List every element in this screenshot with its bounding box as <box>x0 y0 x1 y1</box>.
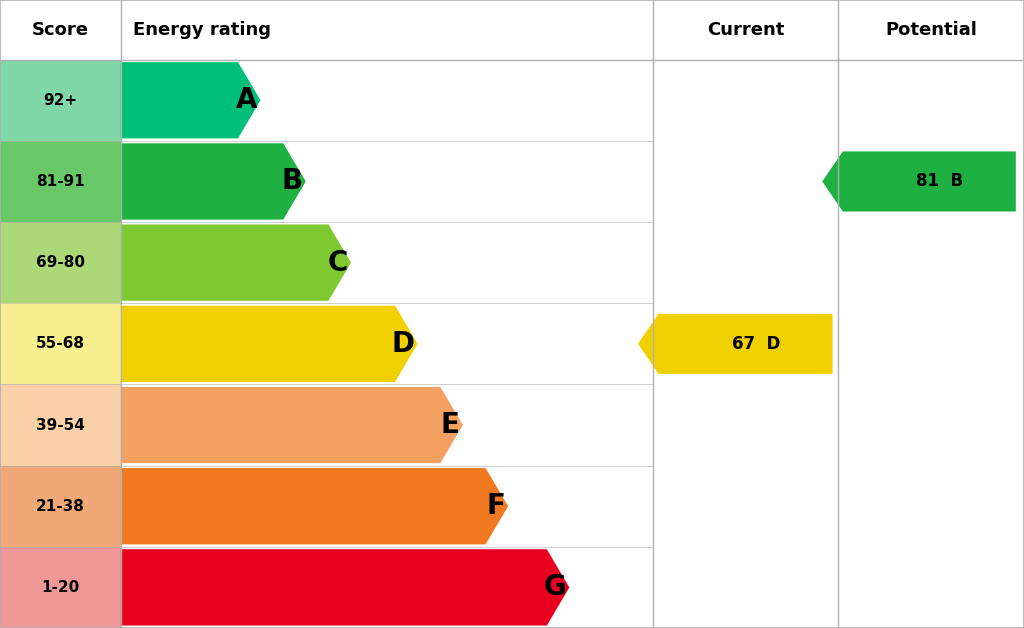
Bar <box>0 222 121 303</box>
Text: D: D <box>391 330 415 358</box>
Text: 92+: 92+ <box>43 93 78 108</box>
Polygon shape <box>638 314 833 374</box>
Polygon shape <box>121 468 508 544</box>
Polygon shape <box>121 306 418 382</box>
Polygon shape <box>121 387 463 463</box>
Text: G: G <box>544 573 566 602</box>
Text: 1-20: 1-20 <box>41 580 80 595</box>
Polygon shape <box>121 62 260 138</box>
Text: Score: Score <box>32 21 89 39</box>
Text: Current: Current <box>707 21 784 39</box>
Text: Energy rating: Energy rating <box>133 21 271 39</box>
Bar <box>0 141 121 222</box>
Bar <box>0 303 121 384</box>
Text: 39-54: 39-54 <box>36 418 85 433</box>
Bar <box>0 60 121 141</box>
Bar <box>0 465 121 547</box>
Text: 21-38: 21-38 <box>36 499 85 514</box>
Text: 81  B: 81 B <box>915 173 964 190</box>
Text: 81-91: 81-91 <box>36 174 85 189</box>
Bar <box>0 547 121 628</box>
Text: A: A <box>236 86 257 114</box>
Polygon shape <box>121 224 351 301</box>
Text: 69-80: 69-80 <box>36 255 85 270</box>
Text: 67  D: 67 D <box>731 335 780 353</box>
Text: B: B <box>282 168 303 195</box>
Text: Potential: Potential <box>885 21 977 39</box>
Polygon shape <box>121 143 306 220</box>
Text: E: E <box>441 411 460 439</box>
Text: C: C <box>328 249 348 277</box>
Polygon shape <box>121 550 569 625</box>
Text: 55-68: 55-68 <box>36 337 85 351</box>
Polygon shape <box>822 151 1016 212</box>
Text: F: F <box>486 492 505 520</box>
Bar <box>0 384 121 465</box>
